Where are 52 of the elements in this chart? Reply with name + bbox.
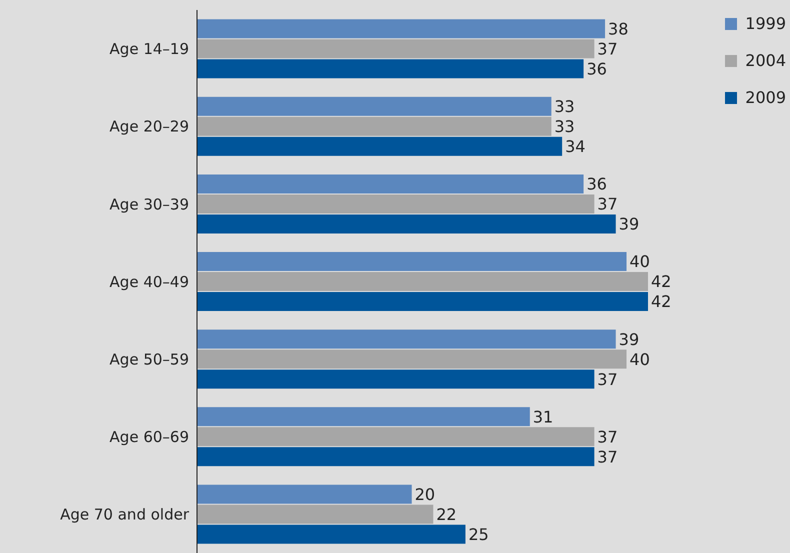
y-tick-label: Age 60–69 bbox=[110, 428, 189, 446]
data-label: 22 bbox=[436, 504, 457, 524]
bar bbox=[197, 370, 594, 389]
data-label: 37 bbox=[597, 370, 618, 389]
bar bbox=[197, 504, 434, 524]
data-label: 39 bbox=[618, 214, 640, 234]
bar bbox=[197, 59, 584, 78]
data-label: 34 bbox=[565, 137, 586, 156]
data-label: 33 bbox=[554, 117, 575, 136]
bar bbox=[197, 484, 412, 504]
bar bbox=[197, 272, 648, 292]
data-label: 33 bbox=[554, 97, 575, 116]
data-label: 39 bbox=[618, 330, 640, 349]
y-tick-label: Age 14–19 bbox=[110, 40, 189, 58]
y-tick-label: Age 20–29 bbox=[110, 118, 189, 136]
bar bbox=[197, 96, 552, 116]
y-tick-label: Age 40–49 bbox=[110, 272, 189, 291]
data-label: 37 bbox=[597, 39, 618, 58]
bar bbox=[197, 427, 594, 446]
bar bbox=[197, 194, 594, 214]
bar bbox=[197, 136, 562, 156]
bar bbox=[197, 350, 627, 369]
data-label: 37 bbox=[597, 194, 618, 214]
bar bbox=[197, 116, 552, 136]
bar bbox=[197, 19, 606, 38]
data-label: 37 bbox=[597, 447, 618, 466]
bar bbox=[197, 524, 466, 544]
data-label: 37 bbox=[597, 427, 618, 446]
data-label: 36 bbox=[586, 59, 607, 78]
bar bbox=[197, 330, 616, 349]
data-label: 36 bbox=[586, 174, 607, 194]
bar bbox=[197, 214, 616, 234]
bar bbox=[197, 447, 594, 466]
y-tick-label: Age 70 and older bbox=[60, 506, 190, 524]
data-label: 38 bbox=[608, 19, 628, 38]
legend-label: 1999 bbox=[745, 14, 786, 33]
y-tick-label: Age 30–39 bbox=[110, 195, 189, 214]
data-label: 40 bbox=[630, 252, 650, 272]
data-label: 31 bbox=[532, 407, 554, 426]
bar bbox=[197, 292, 648, 312]
legend-label: 2004 bbox=[745, 51, 786, 70]
legend-label: 2009 bbox=[745, 88, 786, 107]
data-label: 42 bbox=[651, 292, 672, 312]
y-tick-label: Age 50–59 bbox=[110, 350, 189, 368]
bar bbox=[197, 407, 530, 426]
bar bbox=[197, 252, 627, 272]
data-label: 40 bbox=[630, 350, 650, 369]
bar bbox=[197, 39, 594, 58]
data-label: 20 bbox=[414, 484, 436, 504]
data-label: 25 bbox=[468, 524, 489, 544]
bar bbox=[197, 174, 584, 194]
data-label: 42 bbox=[651, 272, 672, 292]
